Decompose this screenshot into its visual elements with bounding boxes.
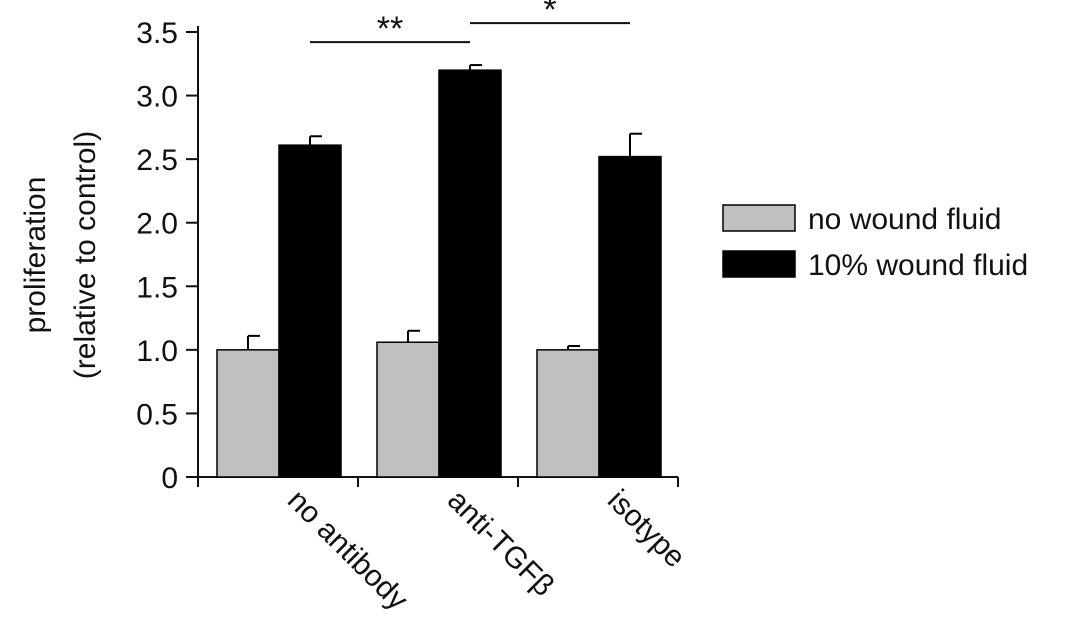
- legend-swatch: [722, 250, 796, 278]
- y-axis-ticks: 0 0.5 1.0 1.5 2.0 2.5 3.0 3.5: [136, 17, 198, 495]
- y-tick-label: 3.5: [136, 17, 178, 50]
- significance-label: *: [543, 0, 556, 29]
- x-tick-label: isotype: [601, 484, 692, 575]
- legend-label: 10% wound fluid: [808, 249, 1028, 282]
- y-axis-title: proliferation (relative to control): [19, 131, 102, 379]
- y-tick-label: 1.0: [136, 335, 178, 368]
- bar: [376, 341, 440, 478]
- y-tick-label: 0: [161, 462, 178, 495]
- significance-brackets: ***: [310, 0, 630, 48]
- y-axis-title-line-1: proliferation: [19, 177, 52, 334]
- bar: [216, 349, 280, 478]
- legend-label: no wound fluid: [808, 203, 1001, 236]
- bar: [278, 144, 342, 478]
- x-axis-category-labels: no antibody anti-TGFβ isotype: [281, 484, 692, 617]
- y-tick-label: 1.5: [136, 271, 178, 304]
- legend-swatch: [722, 204, 796, 232]
- bar: [536, 349, 600, 478]
- y-tick-label: 2.5: [136, 144, 178, 177]
- error-bars: [247, 64, 642, 350]
- x-tick-label: no antibody: [281, 484, 414, 617]
- y-axis-title-line-2: (relative to control): [69, 131, 102, 379]
- significance-label: **: [377, 10, 403, 48]
- bars: [216, 69, 662, 478]
- bar: [598, 155, 662, 478]
- bar: [438, 69, 502, 478]
- legend: no wound fluid 10% wound fluid: [722, 203, 1028, 282]
- y-tick-label: 2.0: [136, 208, 178, 241]
- y-tick-label: 3.0: [136, 81, 178, 114]
- y-tick-label: 0.5: [136, 398, 178, 431]
- x-tick-label: anti-TGFβ: [441, 484, 560, 603]
